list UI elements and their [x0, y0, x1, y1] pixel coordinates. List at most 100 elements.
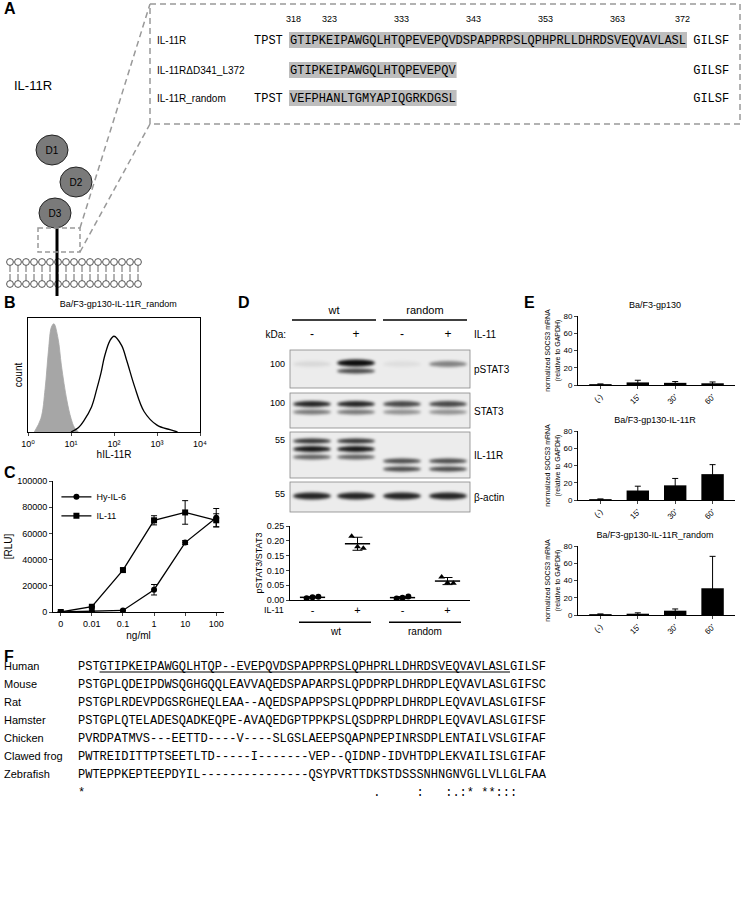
svg-text:IL-11R_random: IL-11R_random	[157, 93, 226, 104]
svg-text:333: 333	[394, 14, 409, 24]
svg-text:20: 20	[563, 594, 572, 603]
svg-text:60': 60'	[703, 507, 717, 521]
svg-text:Hy-IL-6: Hy-IL-6	[96, 492, 126, 502]
svg-text:IL-11R: IL-11R	[157, 35, 186, 46]
svg-text:10²: 10²	[107, 439, 120, 449]
svg-text:60': 60'	[703, 622, 717, 636]
svg-text:Ba/F3-gp130-IL-11R_random: Ba/F3-gp130-IL-11R_random	[60, 299, 177, 309]
svg-text:30': 30'	[666, 622, 680, 636]
svg-text:80000: 80000	[22, 502, 47, 512]
svg-text:D3: D3	[49, 208, 62, 219]
svg-text:0.05: 0.05	[267, 580, 285, 590]
svg-text:D1: D1	[46, 145, 59, 156]
svg-text:random: random	[406, 304, 443, 316]
svg-text:60: 60	[563, 444, 572, 453]
svg-text:kDa:: kDa:	[265, 329, 286, 340]
svg-text:GTIPKEIPAWGQLHTQP--EVEPQVDSPAP: GTIPKEIPAWGQLHTQP--EVEPQVDSPAPPRPSLQPHPR…	[100, 660, 510, 674]
svg-text:20: 20	[563, 364, 572, 373]
svg-text:Ba/F3-gp130: Ba/F3-gp130	[629, 300, 681, 310]
svg-text:ng/ml: ng/ml	[126, 630, 150, 641]
svg-text:Chicken: Chicken	[4, 732, 44, 744]
svg-text:40: 40	[563, 461, 572, 470]
svg-text:PSTGPLQTELADESQADKEQPE-AVAQEDG: PSTGPLQTELADESQADKEQPE-AVAQEDGPTPPKPSLQS…	[78, 714, 546, 728]
svg-text:60: 60	[563, 329, 572, 338]
svg-text:0: 0	[568, 496, 573, 505]
svg-text:10⁰: 10⁰	[21, 439, 35, 449]
svg-text:10: 10	[180, 619, 190, 629]
svg-text:Ba/F3-gp130-IL-11R: Ba/F3-gp130-IL-11R	[614, 415, 696, 425]
svg-text:100: 100	[209, 619, 224, 629]
svg-text:-: -	[401, 604, 405, 616]
svg-text:STAT3: STAT3	[474, 406, 504, 417]
svg-text:15': 15'	[628, 507, 642, 521]
svg-text:IL-11R: IL-11R	[474, 450, 503, 461]
svg-text:10⁴: 10⁴	[193, 439, 207, 449]
svg-text:0.15: 0.15	[267, 551, 285, 561]
svg-text:100: 100	[270, 359, 285, 369]
svg-text:PST: PST	[78, 660, 100, 674]
svg-text:323: 323	[322, 14, 337, 24]
svg-text:10¹: 10¹	[64, 439, 77, 449]
svg-text:(-): (-)	[593, 622, 605, 634]
svg-text:100: 100	[270, 398, 285, 408]
svg-text:D2: D2	[70, 177, 83, 188]
svg-text:363: 363	[610, 14, 625, 24]
svg-text:Mouse: Mouse	[4, 678, 37, 690]
svg-text:15': 15'	[628, 622, 642, 636]
svg-text:*: * . : :.:* **:::	[78, 786, 517, 800]
svg-text:Rat: Rat	[4, 696, 21, 708]
svg-text:1: 1	[152, 619, 157, 629]
svg-text:40: 40	[563, 346, 572, 355]
svg-text:30': 30'	[666, 392, 680, 406]
svg-text:55: 55	[275, 435, 285, 445]
svg-text:GTIPKEIPAWGQLHTQPEVEPQVDSPAPPR: GTIPKEIPAWGQLHTQPEVEPQVDSPAPPRPSLQPHPRLL…	[290, 34, 686, 48]
svg-text:20000: 20000	[22, 581, 47, 591]
svg-text:TPST: TPST	[254, 34, 283, 48]
svg-text:normalized SOCS3 mRNA(relative: normalized SOCS3 mRNA(relative to GAPDH)	[544, 309, 561, 392]
svg-text:PWTREIDITTPTSEETLTD-----I-----: PWTREIDITTPTSEETLTD-----I-------VEP--QID…	[78, 750, 546, 764]
svg-text:80: 80	[563, 542, 572, 551]
svg-text:55: 55	[275, 489, 285, 499]
svg-text:0.20: 0.20	[267, 536, 285, 546]
svg-text:IL-11: IL-11	[264, 605, 284, 615]
svg-text:wt: wt	[328, 304, 340, 316]
svg-text:random: random	[408, 626, 442, 637]
svg-text:30': 30'	[666, 507, 680, 521]
svg-text:-: -	[310, 327, 314, 341]
svg-text:count: count	[13, 363, 24, 388]
svg-text:pSTAT3: pSTAT3	[474, 364, 510, 375]
svg-text:Zebrafish: Zebrafish	[4, 768, 50, 780]
svg-text:+: +	[354, 604, 360, 616]
svg-text:PVRDPATMVS---EETTD----V----SLG: PVRDPATMVS---EETTD----V----SLGSLAEEPSQAP…	[78, 732, 546, 746]
svg-text:0.00: 0.00	[267, 595, 285, 605]
svg-text:IL-11: IL-11	[96, 511, 116, 521]
svg-text:60000: 60000	[22, 529, 47, 539]
svg-text:60': 60'	[703, 392, 717, 406]
svg-text:IL-11RΔD341_L372: IL-11RΔD341_L372	[157, 65, 245, 76]
svg-text:80: 80	[563, 312, 572, 321]
svg-text:IL-11: IL-11	[474, 329, 496, 340]
svg-text:0: 0	[58, 619, 63, 629]
svg-text:β-actin: β-actin	[474, 492, 504, 503]
svg-text:GILSF: GILSF	[510, 660, 546, 674]
svg-text:Clawed frog: Clawed frog	[4, 750, 63, 762]
svg-text:(-): (-)	[593, 392, 605, 404]
svg-text:wt: wt	[330, 626, 341, 637]
svg-text:353: 353	[538, 14, 553, 24]
svg-text:PWTEPPKEPTEEPDYIL-------------: PWTEPPKEPTEEPDYIL---------------QSYPVRTT…	[78, 768, 547, 782]
svg-text:+: +	[444, 604, 450, 616]
svg-text:Hamster: Hamster	[4, 714, 46, 726]
svg-text:normalized SOCS3 mRNA(relative: normalized SOCS3 mRNA(relative to GAPDH)	[544, 424, 561, 507]
svg-text:normalized SOCS3 mRNA(relative: normalized SOCS3 mRNA(relative to GAPDH)	[544, 539, 561, 622]
svg-text:0.25: 0.25	[267, 521, 285, 531]
svg-text:-: -	[311, 604, 315, 616]
svg-text:pSTAT3/STAT3: pSTAT3/STAT3	[254, 533, 264, 594]
svg-text:80: 80	[563, 427, 572, 436]
svg-text:343: 343	[466, 14, 481, 24]
svg-text:10³: 10³	[150, 439, 163, 449]
svg-text:0.10: 0.10	[267, 566, 285, 576]
svg-text:GTIPKEIPAWGQLHTQPEVEPQV: GTIPKEIPAWGQLHTQPEVEPQV	[290, 64, 456, 78]
svg-text:20: 20	[563, 479, 572, 488]
svg-text:(-): (-)	[593, 507, 605, 519]
svg-text:-: -	[400, 327, 404, 341]
